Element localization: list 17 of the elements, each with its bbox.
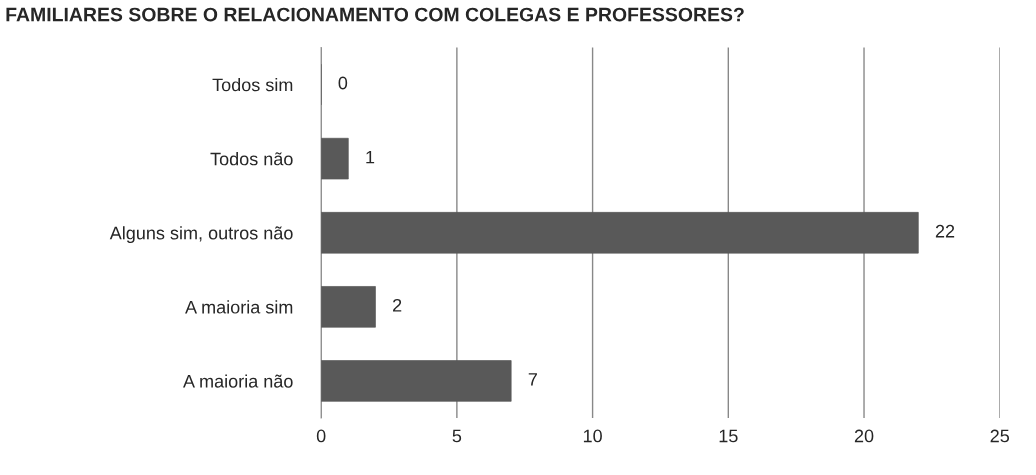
data-label: 0 bbox=[338, 76, 348, 90]
chart-title: FAMILIARES SOBRE O RELACIONAMENTO COM COLEGAS E PROFESSORES? bbox=[6, 7, 744, 22]
y-tick-label: Alguns sim, outros não bbox=[109, 226, 293, 244]
data-label: 22 bbox=[935, 224, 955, 238]
x-tick-label: 20 bbox=[854, 429, 874, 443]
x-tick-label: 15 bbox=[719, 429, 738, 443]
y-tick-label: Todos não bbox=[210, 152, 293, 166]
x-tick-label: 5 bbox=[452, 429, 462, 443]
data-label: 1 bbox=[366, 150, 375, 164]
y-tick-label: A maioria sim bbox=[185, 300, 293, 314]
data-label: 7 bbox=[528, 373, 537, 386]
x-tick-label: 10 bbox=[583, 429, 602, 443]
x-tick-label: 0 bbox=[316, 429, 326, 443]
y-tick-label: Todos sim bbox=[212, 78, 293, 92]
x-tick-label: 25 bbox=[990, 429, 1010, 443]
data-label: 2 bbox=[393, 298, 402, 312]
y-tick-label: A maioria não bbox=[183, 374, 293, 388]
